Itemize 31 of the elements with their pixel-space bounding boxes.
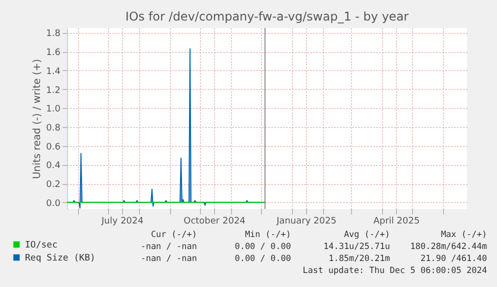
x-tick-label: July 2024 (100, 216, 144, 226)
y-tick-label: 0.2 (46, 180, 60, 190)
text: Min (-/+) (244, 230, 291, 240)
y-tick-label: 0.8 (46, 123, 61, 134)
legend-label: IO/sec (25, 240, 58, 250)
x-tick-label: October 2024 (184, 216, 246, 226)
text: 0.00 / 0.00 (234, 254, 291, 264)
x-tick-label: April 2025 (373, 216, 420, 226)
text: 21.90 /461.40 (420, 254, 487, 264)
y-tick-label: 1.8 (46, 29, 61, 40)
text: -nan / -nan (140, 242, 197, 252)
text: 14.31u/25.71u (323, 242, 390, 252)
y-tick-label: 1.0 (46, 104, 61, 115)
y-tick-label: 1.6 (46, 48, 61, 58)
text: Avg (-/+) (344, 230, 390, 240)
y-tick-label: 1.4 (46, 66, 61, 77)
text: Last update: Thu Dec 5 06:00:05 2024 (302, 266, 487, 276)
y-tick-label: 0.4 (46, 161, 61, 172)
text: Cur (-/+) (150, 230, 197, 240)
y-tick-label: 0.0 (46, 198, 61, 209)
text: Max (-/+) (440, 230, 487, 240)
chart-title: IOs for /dev/company-fw-a-vg/swap_1 - by year (125, 10, 409, 24)
legend-label: Req Size (KB) (25, 254, 96, 264)
x-tick-label: January 2025 (276, 216, 336, 226)
text: 0.00 / 0.00 (234, 242, 291, 252)
text: 1.85m/20.21m (328, 254, 390, 264)
text: -nan / -nan (140, 254, 197, 264)
y-tick-label: 1.2 (46, 86, 60, 96)
text: 180.28m/642.44m (410, 242, 487, 252)
y-tick-label: 0.6 (46, 142, 61, 152)
y-axis-title: Units read (-) / write (+) (32, 58, 44, 180)
